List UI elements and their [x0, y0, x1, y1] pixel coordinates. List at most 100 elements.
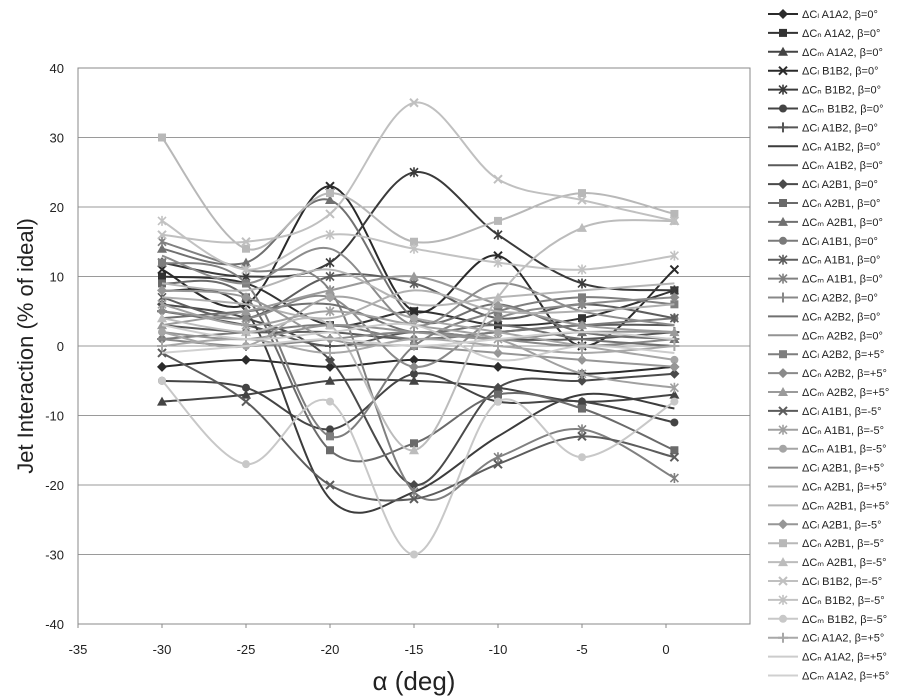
x-tick-label: -25 — [237, 642, 256, 657]
data-point — [578, 314, 586, 323]
legend-label: ΔCₗ A2B1, β=+5° — [802, 463, 884, 475]
legend-label: ΔCₘ A1A2, β=0° — [802, 47, 883, 59]
legend-item: ΔCₗ A1B1, β=-5° — [768, 406, 882, 418]
legend-item: ΔCₘ A1B1, β=0° — [768, 273, 883, 286]
legend-item: ΔCₘ A1B2, β=0° — [768, 160, 883, 172]
data-point — [577, 431, 587, 442]
data-point — [669, 216, 680, 226]
x-tick-label: -15 — [405, 642, 424, 657]
data-point — [325, 195, 335, 205]
legend-marker — [778, 424, 788, 435]
legend-marker — [778, 122, 788, 133]
y-tick-label: 30 — [50, 131, 64, 146]
legend-item: ΔCₘ A2B1, β=0° — [768, 216, 883, 229]
data-point — [669, 250, 679, 261]
data-point — [410, 237, 418, 246]
legend-marker — [779, 444, 787, 453]
x-axis-title: α (deg) — [373, 666, 456, 696]
legend-item: ΔCₙ A2B2, β=+5° — [768, 368, 887, 380]
data-point — [409, 306, 419, 316]
data-point — [577, 195, 587, 205]
series-line — [161, 322, 675, 362]
legend-label: ΔCₘ A1A2, β=+5° — [802, 671, 889, 683]
legend-label: ΔCₗ A1B1, β=0° — [802, 236, 878, 248]
legend-label: ΔCₙ A2B2, β=+5° — [802, 368, 887, 380]
legend-item: ΔCₙ B1B2, β=0° — [768, 85, 881, 97]
legend-item: ΔCₗ A1B1, β=0° — [768, 236, 878, 248]
legend-item: ΔCₗ A1B2, β=0° — [768, 122, 878, 134]
data-point — [669, 341, 680, 351]
legend-item: ΔCₘ A2B2, β=+5° — [768, 387, 889, 399]
data-point — [409, 271, 419, 281]
legend-item: ΔCₙ A1B1, β=0° — [768, 254, 880, 267]
data-point — [669, 313, 679, 324]
data-point — [157, 341, 167, 351]
legend-item: ΔCₘ A1A2, β=+5° — [768, 671, 889, 683]
data-point — [157, 348, 167, 358]
data-point — [409, 375, 419, 385]
legend-label: ΔCₘ A2B1, β=+5° — [802, 500, 889, 512]
legend-item: ΔCₙ A1B2, β=0° — [768, 141, 880, 153]
data-point — [669, 452, 680, 462]
series-27 — [161, 268, 675, 307]
data-point — [669, 264, 680, 275]
y-tick-label: -20 — [45, 478, 64, 493]
data-point — [241, 389, 251, 399]
data-point — [325, 209, 335, 219]
y-axis-title: Jet Interaction (% of ideal) — [13, 218, 38, 474]
data-point — [577, 424, 587, 435]
legend-label: ΔCₘ A2B2, β=0° — [802, 330, 883, 342]
legend-marker — [778, 576, 788, 586]
data-point — [326, 446, 334, 455]
legend-item: ΔCₘ A1A2, β=0° — [768, 46, 883, 59]
data-point — [242, 244, 250, 253]
y-tick-label: -40 — [45, 617, 64, 632]
legend: ΔCₗ A1A2, β=0° ΔCₙ A1A2, β=0° ΔCₘ A1A2, β=… — [768, 9, 889, 683]
data-point — [242, 460, 250, 469]
legend-label: ΔCₘ B1B2, β=-5° — [802, 614, 887, 626]
data-point — [493, 299, 503, 309]
data-point — [409, 445, 419, 455]
legend-label: ΔCₗ A1B2, β=0° — [802, 122, 878, 134]
data-point — [669, 473, 679, 484]
legend-item: ΔCₗ A2B1, β=+5° — [768, 463, 884, 475]
legend-marker — [778, 368, 788, 379]
data-point — [670, 446, 679, 455]
legend-item: ΔCₙ A1B1, β=-5° — [768, 425, 884, 437]
data-point — [410, 550, 418, 559]
data-point — [241, 396, 251, 407]
legend-marker — [778, 9, 788, 19]
data-point — [409, 494, 419, 504]
data-point — [578, 404, 586, 413]
series-30 — [157, 215, 680, 455]
legend-label: ΔCₙ A1B2, β=0° — [802, 141, 880, 153]
legend-label: ΔCₘ A1B1, β=-5° — [802, 444, 887, 456]
x-tick-label: -30 — [153, 642, 172, 657]
legend-item: ΔCₙ A1A2, β=0° — [768, 28, 880, 40]
data-point — [669, 292, 680, 303]
data-point — [577, 278, 587, 289]
legend-marker — [779, 539, 787, 548]
legend-marker — [778, 632, 788, 643]
data-point — [577, 375, 587, 386]
legend-marker — [778, 254, 788, 265]
legend-label: ΔCₗ B1B2, β=0° — [802, 66, 878, 78]
series-line — [161, 171, 675, 292]
data-point — [241, 354, 251, 365]
data-point — [241, 257, 251, 267]
data-point — [158, 328, 166, 337]
legend-label: ΔCₗ A1B1, β=-5° — [802, 406, 882, 418]
data-point — [157, 396, 167, 406]
data-point — [157, 230, 167, 240]
legend-label: ΔCₗ A1A2, β=+5° — [802, 633, 884, 645]
legend-label: ΔCₘ A2B1, β=-5° — [802, 557, 887, 569]
data-point — [326, 432, 334, 441]
data-point — [325, 257, 335, 268]
data-point — [157, 320, 167, 330]
data-point — [670, 397, 679, 406]
legend-marker — [779, 614, 787, 623]
legend-item: ΔCₗ A1A2, β=0° — [768, 9, 878, 21]
legend-label: ΔCₙ A1A2, β=0° — [802, 28, 880, 40]
legend-item: ΔCₗ B1B2, β=0° — [768, 66, 878, 78]
